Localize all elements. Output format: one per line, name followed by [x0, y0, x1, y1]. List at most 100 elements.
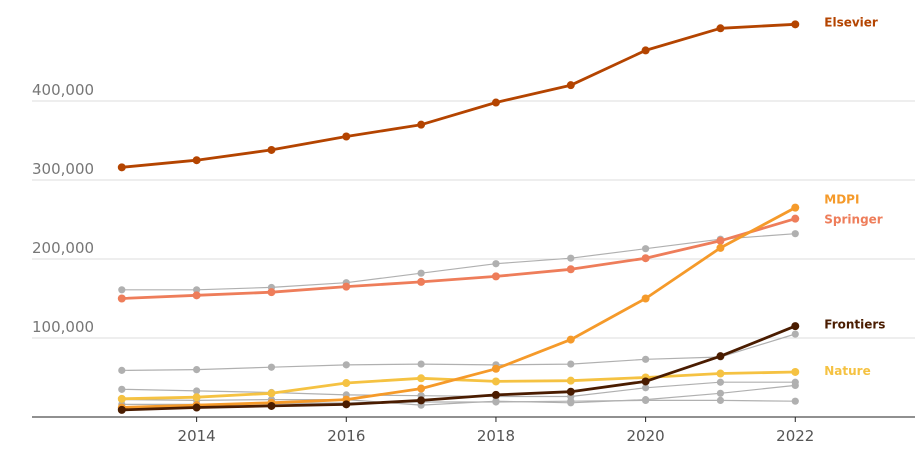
x-tick-label: 2022: [776, 427, 814, 445]
data-point-elsevier: [267, 145, 276, 154]
data-point-nature: [491, 377, 500, 386]
series-other-2: [118, 330, 799, 374]
data-point-elsevier: [117, 163, 126, 172]
series-line-mdpi: [120, 206, 797, 409]
data-point-other-4: [716, 389, 725, 397]
series-label-nature: Nature: [824, 364, 870, 378]
series-line-other-3: [121, 381, 796, 398]
data-point-springer: [566, 265, 575, 274]
data-point-other-5: [716, 396, 725, 405]
x-tick-label: 2020: [627, 427, 665, 445]
series-line-other-1: [121, 233, 796, 291]
data-point-other-1: [193, 286, 201, 294]
y-axis-ticks: 100,000 200,000 300,000 400,000: [32, 81, 94, 336]
data-point-other-2: [342, 361, 350, 369]
data-point-other-1: [567, 254, 575, 262]
series-line-other-2: [121, 333, 796, 371]
series-line-nature: [120, 370, 797, 401]
data-point-elsevier: [566, 81, 575, 90]
y-tick-label: 100,000: [32, 318, 94, 336]
y-tick-label: 400,000: [32, 81, 94, 99]
series-label-mdpi: MDPI: [824, 193, 859, 207]
data-point-other-5: [642, 396, 650, 405]
x-axis-ticks: 2014 2016 2018 2020 2022: [178, 417, 814, 445]
data-point-frontiers: [566, 387, 575, 396]
data-point-other-2: [567, 360, 575, 368]
series-other-1: [118, 230, 799, 294]
data-point-frontiers: [716, 352, 725, 361]
series-line-frontiers: [120, 324, 797, 412]
data-point-springer: [192, 291, 201, 300]
data-point-mdpi: [716, 243, 725, 252]
data-point-other-2: [193, 365, 201, 374]
data-point-other-2: [118, 366, 126, 374]
series-line-springer: [120, 217, 797, 300]
series-group: [117, 20, 800, 414]
data-point-elsevier: [342, 132, 351, 141]
data-point-other-4: [791, 381, 799, 389]
x-tick-label: 2016: [327, 427, 365, 445]
series-line-elsevier: [120, 22, 797, 169]
data-point-frontiers: [491, 390, 500, 399]
data-point-other-5: [567, 397, 575, 405]
data-point-nature: [417, 374, 426, 383]
data-point-springer: [417, 277, 426, 286]
data-point-frontiers: [192, 403, 201, 412]
data-point-other-3: [716, 378, 725, 386]
data-point-other-3: [118, 385, 126, 393]
data-point-mdpi: [417, 384, 426, 393]
data-point-springer: [791, 214, 800, 223]
data-point-elsevier: [641, 46, 650, 55]
data-point-frontiers: [417, 396, 426, 405]
series-elsevier: [117, 20, 800, 172]
data-point-frontiers: [117, 405, 126, 414]
data-point-nature: [791, 367, 800, 376]
data-point-mdpi: [491, 364, 500, 373]
data-point-other-1: [118, 286, 126, 294]
series-springer: [117, 214, 800, 303]
data-point-frontiers: [641, 377, 650, 386]
data-point-other-1: [492, 260, 500, 268]
data-point-other-2: [417, 360, 425, 368]
data-point-elsevier: [192, 156, 201, 165]
series-label-springer: Springer: [824, 212, 883, 226]
y-tick-label: 300,000: [32, 160, 94, 178]
data-point-frontiers: [342, 400, 351, 409]
data-point-other-2: [267, 363, 276, 371]
data-point-springer: [342, 282, 351, 291]
data-point-springer: [641, 254, 650, 263]
data-point-nature: [566, 376, 575, 385]
data-point-elsevier: [716, 24, 725, 33]
data-point-mdpi: [791, 203, 800, 212]
data-point-springer: [267, 288, 276, 297]
data-point-elsevier: [791, 20, 800, 29]
data-point-other-1: [642, 245, 650, 253]
series-label-elsevier: Elsevier: [824, 16, 878, 30]
data-point-springer: [117, 294, 126, 303]
data-point-other-1: [417, 269, 425, 277]
data-point-elsevier: [491, 98, 500, 107]
data-point-nature: [117, 394, 126, 403]
x-tick-label: 2014: [178, 427, 216, 445]
data-point-other-5: [791, 397, 799, 405]
data-point-nature: [267, 389, 276, 398]
data-point-other-5: [492, 398, 500, 406]
grid-lines: [32, 100, 915, 339]
data-point-other-2: [791, 330, 799, 338]
data-point-other-1: [791, 230, 799, 238]
data-point-other-3: [642, 384, 650, 392]
data-point-nature: [716, 369, 725, 378]
data-point-nature: [342, 379, 351, 388]
data-point-elsevier: [417, 120, 426, 129]
series-label-frontiers: Frontiers: [824, 318, 885, 332]
data-point-frontiers: [267, 401, 276, 410]
data-point-nature: [192, 393, 201, 402]
data-point-other-3: [193, 387, 201, 395]
y-tick-label: 200,000: [32, 239, 94, 257]
data-point-mdpi: [566, 335, 575, 344]
data-point-other-2: [642, 355, 650, 363]
data-point-mdpi: [641, 294, 650, 303]
data-point-springer: [491, 272, 500, 281]
series-labels: Elsevier MDPI Springer Frontiers Nature: [824, 16, 885, 378]
